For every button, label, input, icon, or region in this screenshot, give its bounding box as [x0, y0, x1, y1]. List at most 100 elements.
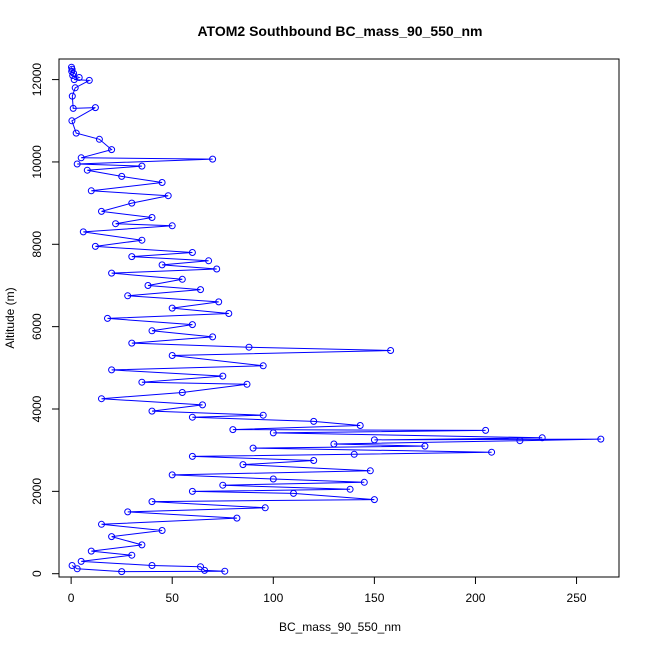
data-point — [108, 366, 116, 374]
data-point — [188, 321, 196, 329]
data-point — [77, 154, 85, 162]
data-point — [79, 228, 87, 236]
data-point — [188, 249, 196, 256]
data-point — [73, 160, 81, 168]
x-tick-label: 150 — [364, 591, 384, 605]
data-point — [68, 67, 76, 75]
x-axis-label: BC_mass_90_550_nm — [279, 620, 401, 634]
data-point — [229, 426, 237, 434]
y-tick-label: 12000 — [30, 63, 44, 97]
data-point — [128, 339, 136, 347]
data-point — [87, 187, 95, 195]
data-point — [225, 310, 233, 317]
data-point — [199, 401, 206, 409]
x-tick-label: 250 — [567, 591, 587, 605]
data-point — [201, 566, 209, 574]
data-point — [128, 199, 136, 207]
data-point — [98, 395, 105, 403]
data-point — [356, 422, 364, 429]
data-point — [164, 192, 172, 200]
data-point — [73, 565, 81, 573]
x-axis: 0 50 100 150 200 250 — [68, 576, 587, 605]
data-point — [197, 286, 204, 294]
data-point — [168, 352, 176, 359]
data-point — [239, 461, 247, 469]
data-point — [98, 520, 105, 528]
y-tick-label: 10000 — [30, 145, 44, 179]
data-point — [421, 442, 429, 450]
data-point — [87, 547, 95, 555]
data-point — [219, 481, 227, 489]
data-point — [205, 257, 213, 265]
data-point — [269, 475, 277, 483]
y-tick-label: 8000 — [30, 231, 44, 258]
plot-area-frame — [58, 58, 620, 578]
y-tick-label: 2000 — [30, 478, 44, 505]
data-point — [112, 220, 120, 228]
data-point — [148, 214, 156, 221]
data-point — [128, 253, 136, 261]
chart-title: ATOM2 Southbound BC_mass_90_550_nm — [197, 23, 482, 39]
data-point — [158, 527, 166, 534]
data-point — [118, 172, 126, 180]
data-point — [188, 452, 196, 460]
data-point — [69, 72, 77, 79]
data-point — [516, 437, 524, 445]
data-point — [178, 275, 186, 283]
data-point — [245, 343, 253, 351]
data-point — [370, 436, 378, 444]
data-point — [346, 485, 354, 493]
data-point — [148, 327, 156, 335]
x-tick-label: 200 — [465, 591, 485, 605]
data-point — [259, 411, 267, 419]
data-point — [350, 450, 358, 458]
data-point — [215, 298, 223, 306]
data-point — [108, 146, 116, 154]
data-point — [387, 347, 395, 354]
data-point — [197, 563, 204, 571]
data-point — [482, 426, 490, 434]
data-point — [70, 76, 78, 84]
data-point — [178, 389, 186, 396]
data-point — [69, 104, 77, 112]
data-point — [310, 417, 318, 425]
data-point — [243, 380, 251, 388]
data-point — [91, 242, 99, 250]
data-point — [108, 533, 116, 541]
data-point — [72, 129, 80, 137]
data-point — [138, 162, 146, 170]
data-point — [370, 496, 378, 504]
data-point — [597, 435, 605, 443]
data-point — [330, 440, 338, 448]
data-point — [77, 557, 85, 565]
series-line — [71, 67, 601, 573]
data-point — [144, 282, 152, 289]
data-point — [68, 562, 76, 569]
y-axis-label: Altitude (m) — [3, 287, 17, 348]
data-point — [366, 467, 374, 475]
data-point — [538, 434, 546, 442]
data-point — [259, 362, 267, 370]
y-tick-label: 6000 — [30, 313, 44, 340]
data-point — [104, 314, 111, 322]
data-point — [158, 261, 166, 269]
data-point — [261, 504, 269, 512]
data-point — [124, 292, 132, 300]
data-point — [158, 179, 166, 186]
data-point — [209, 155, 217, 163]
data-point — [124, 508, 132, 516]
data-point — [71, 84, 79, 92]
data-point — [148, 498, 156, 506]
x-tick-label: 0 — [68, 591, 75, 605]
plot-layer — [68, 63, 605, 576]
data-point — [98, 207, 105, 215]
data-point — [488, 448, 496, 456]
data-point — [148, 407, 156, 415]
data-point — [148, 562, 156, 569]
y-tick-label: 4000 — [30, 395, 44, 422]
data-point — [209, 333, 217, 341]
data-point — [290, 489, 297, 497]
x-tick-label: 100 — [263, 591, 283, 605]
data-point — [91, 104, 99, 112]
